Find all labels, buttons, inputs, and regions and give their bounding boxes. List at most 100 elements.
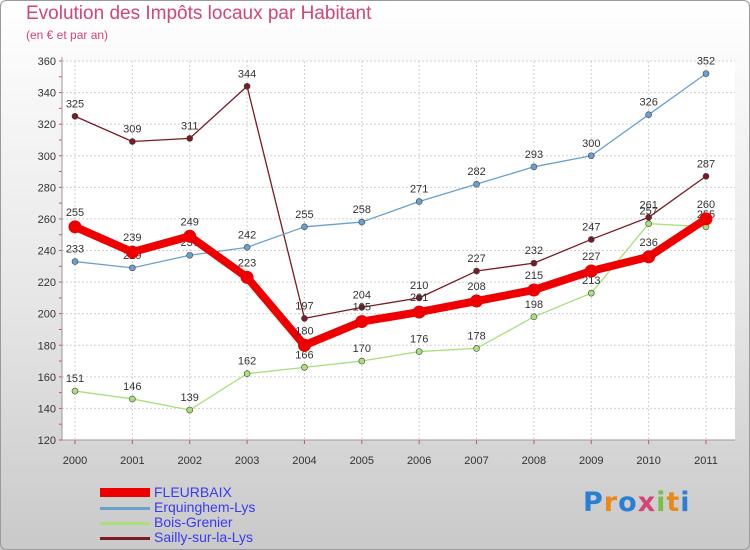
data-point-sailly-sur-la-lys [587,236,595,243]
data-point-fleurbaix [183,229,197,243]
data-label-bois-grenier: 178 [467,330,485,342]
data-label-bois-grenier: 146 [123,381,141,393]
data-label-sailly-sur-la-lys: 232 [525,245,543,257]
y-tick-label: 280 [38,182,56,194]
data-label-bois-grenier: 176 [410,334,428,346]
data-point-sailly-sur-la-lys [530,259,538,267]
data-point-erquinghem-lys [301,223,308,231]
x-tick-label: 2000 [63,455,87,467]
data-point-fleurbaix [584,264,598,278]
legend-label-erquinghem-lys: Erquinghem-Lys [154,499,256,515]
chart-title: Evolution des Impôts locaux par Habitant [26,3,372,24]
data-label-sailly-sur-la-lys: 247 [582,221,600,233]
data-label-sailly-sur-la-lys: 204 [353,289,371,301]
legend-swatch-sailly-sur-la-lys [100,537,150,540]
data-label-fleurbaix: 195 [353,302,371,314]
data-point-sailly-sur-la-lys [645,214,652,221]
data-point-erquinghem-lys [243,244,251,251]
data-label-sailly-sur-la-lys: 197 [295,300,313,312]
x-tick-label: 2007 [464,455,488,467]
data-point-bois-grenier [587,289,595,297]
x-tick-label: 2002 [177,455,201,467]
data-label-sailly-sur-la-lys: 344 [238,68,256,80]
data-label-sailly-sur-la-lys: 287 [697,158,715,170]
data-label-bois-grenier: 257 [639,206,657,218]
series-line-bois-grenier [74,223,707,411]
legend-label-fleurbaix: FLEURBAIX [154,484,232,500]
data-label-bois-grenier: 139 [181,392,199,404]
data-label-erquinghem-lys: 300 [582,138,600,150]
x-tick-label: 2008 [522,455,546,467]
logo-letter: i [680,487,691,518]
logo-letter: i [656,487,667,518]
data-point-erquinghem-lys [473,180,480,188]
legend-label-bois-grenier: Bois-Grenier [154,514,233,530]
data-label-erquinghem-lys: 282 [467,166,485,178]
data-point-bois-grenier [243,370,251,377]
data-point-fleurbaix [470,294,484,308]
data-label-bois-grenier: 170 [353,343,371,355]
x-tick-label: 2009 [579,455,603,467]
data-label-fleurbaix: 260 [697,199,715,211]
logo-letter: P [583,487,604,518]
data-label-erquinghem-lys: 352 [697,56,715,68]
data-label-erquinghem-lys: 293 [525,149,543,161]
data-label-fleurbaix: 215 [525,270,543,282]
y-tick-label: 300 [38,151,56,163]
data-point-sailly-sur-la-lys [358,304,366,311]
data-label-sailly-sur-la-lys: 309 [123,124,141,136]
data-label-sailly-sur-la-lys: 210 [410,280,428,292]
legend-swatch-bois-grenier [100,522,150,525]
data-point-fleurbaix [297,338,311,352]
data-point-sailly-sur-la-lys [243,82,251,90]
data-label-fleurbaix: 249 [181,216,199,228]
data-point-sailly-sur-la-lys [301,315,308,322]
data-label-bois-grenier: 198 [525,299,543,311]
data-point-erquinghem-lys [129,264,136,272]
data-point-sailly-sur-la-lys [473,267,480,275]
y-tick-label: 140 [38,403,56,415]
legend-swatch-erquinghem-lys [100,507,150,510]
data-point-sailly-sur-la-lys [71,112,79,120]
data-point-sailly-sur-la-lys [702,172,710,180]
x-tick-label: 2001 [120,455,144,467]
data-label-fleurbaix: 223 [238,257,256,269]
data-label-fleurbaix: 208 [467,281,485,293]
data-point-erquinghem-lys [415,198,423,205]
data-point-fleurbaix [699,212,713,226]
data-point-fleurbaix [642,250,656,264]
data-point-erquinghem-lys [186,251,194,259]
legend-label-sailly-sur-la-lys: Sailly-sur-la-Lys [154,529,254,545]
logo-letter: t [666,487,681,518]
x-tick-label: 2010 [636,455,660,467]
data-point-fleurbaix [240,270,254,284]
data-point-erquinghem-lys [71,258,79,265]
data-point-fleurbaix [125,245,139,259]
data-point-sailly-sur-la-lys [129,138,136,145]
series-line-erquinghem-lys [74,72,707,269]
data-point-bois-grenier [415,348,423,355]
x-tick-label: 2011 [694,455,718,467]
y-tick-label: 360 [38,56,56,68]
data-point-sailly-sur-la-lys [415,294,423,302]
chart-subtitle: (en € et par an) [26,28,109,42]
data-label-bois-grenier: 213 [582,275,600,287]
x-tick-label: 2006 [407,455,431,467]
data-label-erquinghem-lys: 271 [410,184,428,196]
data-point-bois-grenier [71,387,79,395]
x-tick-label: 2003 [235,455,259,467]
x-tick-label: 2005 [350,455,374,467]
data-label-bois-grenier: 166 [295,349,313,361]
data-point-bois-grenier [186,406,194,414]
legend-swatch-fleurbaix [100,488,150,497]
data-label-erquinghem-lys: 326 [639,97,657,109]
data-label-erquinghem-lys: 233 [66,244,84,256]
data-point-sailly-sur-la-lys [186,135,194,142]
logo-letter: o [618,487,638,518]
data-label-sailly-sur-la-lys: 325 [66,98,84,110]
y-tick-label: 340 [38,88,56,100]
data-label-fleurbaix: 201 [410,292,428,304]
data-label-bois-grenier: 151 [66,373,84,385]
y-tick-label: 120 [38,435,56,447]
